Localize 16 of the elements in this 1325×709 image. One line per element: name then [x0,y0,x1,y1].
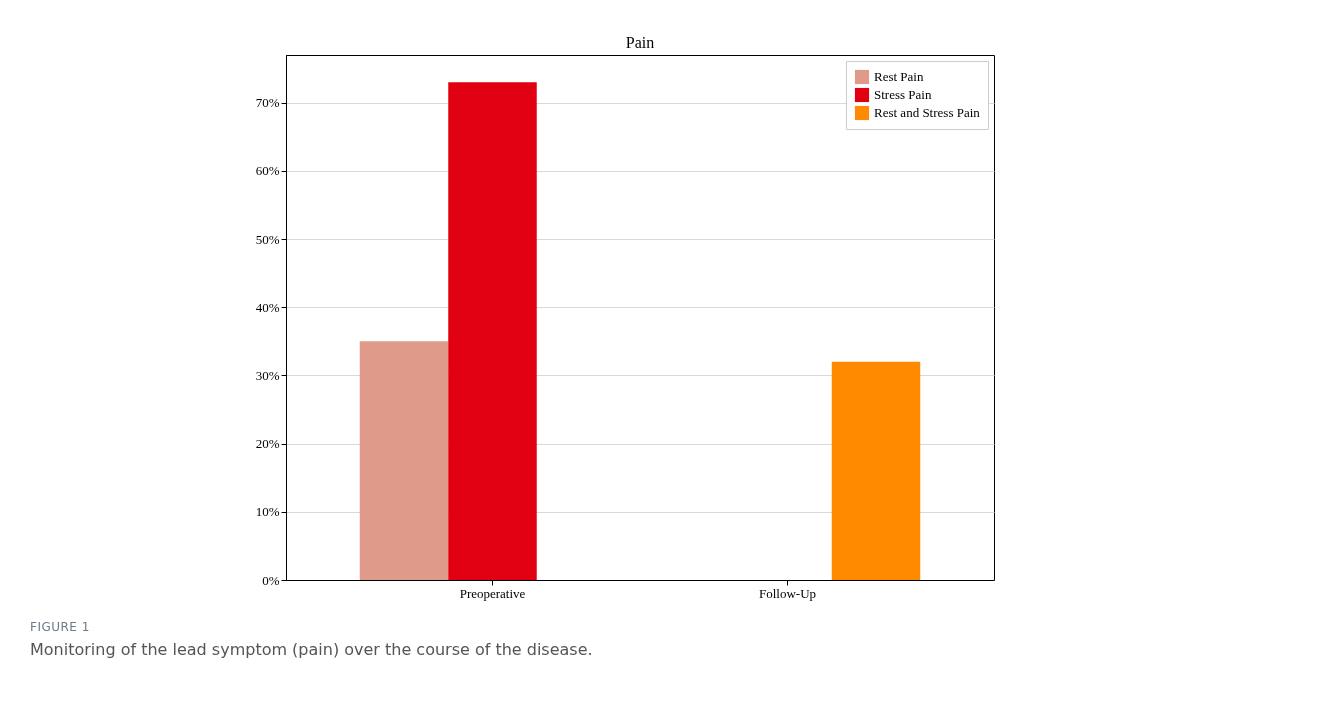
legend-label: Stress Pain [874,87,932,102]
legend-label: Rest Pain [874,69,924,84]
y-tick-label: 70% [255,95,280,111]
caption: FIGURE 1 [30,620,91,634]
y-tick-label: 40% [255,299,280,315]
y-tick-label: 50% [255,231,280,247]
x-tick-label: Follow-Up [758,585,817,601]
chart-title: Pain [625,34,655,51]
text: Monitoring of the lead symptom (pain) over the course of the disease. [30,640,593,659]
y-tick-label: 60% [255,163,280,179]
y-tick-label: 20% [255,436,280,452]
legend-label: Rest and Stress Pain [874,105,981,120]
y-tick-label: 10% [255,504,280,520]
y-tick-label: 0% [262,572,280,588]
x-tick-label: Preoperative [459,585,526,601]
y-tick-label: 30% [255,367,280,383]
